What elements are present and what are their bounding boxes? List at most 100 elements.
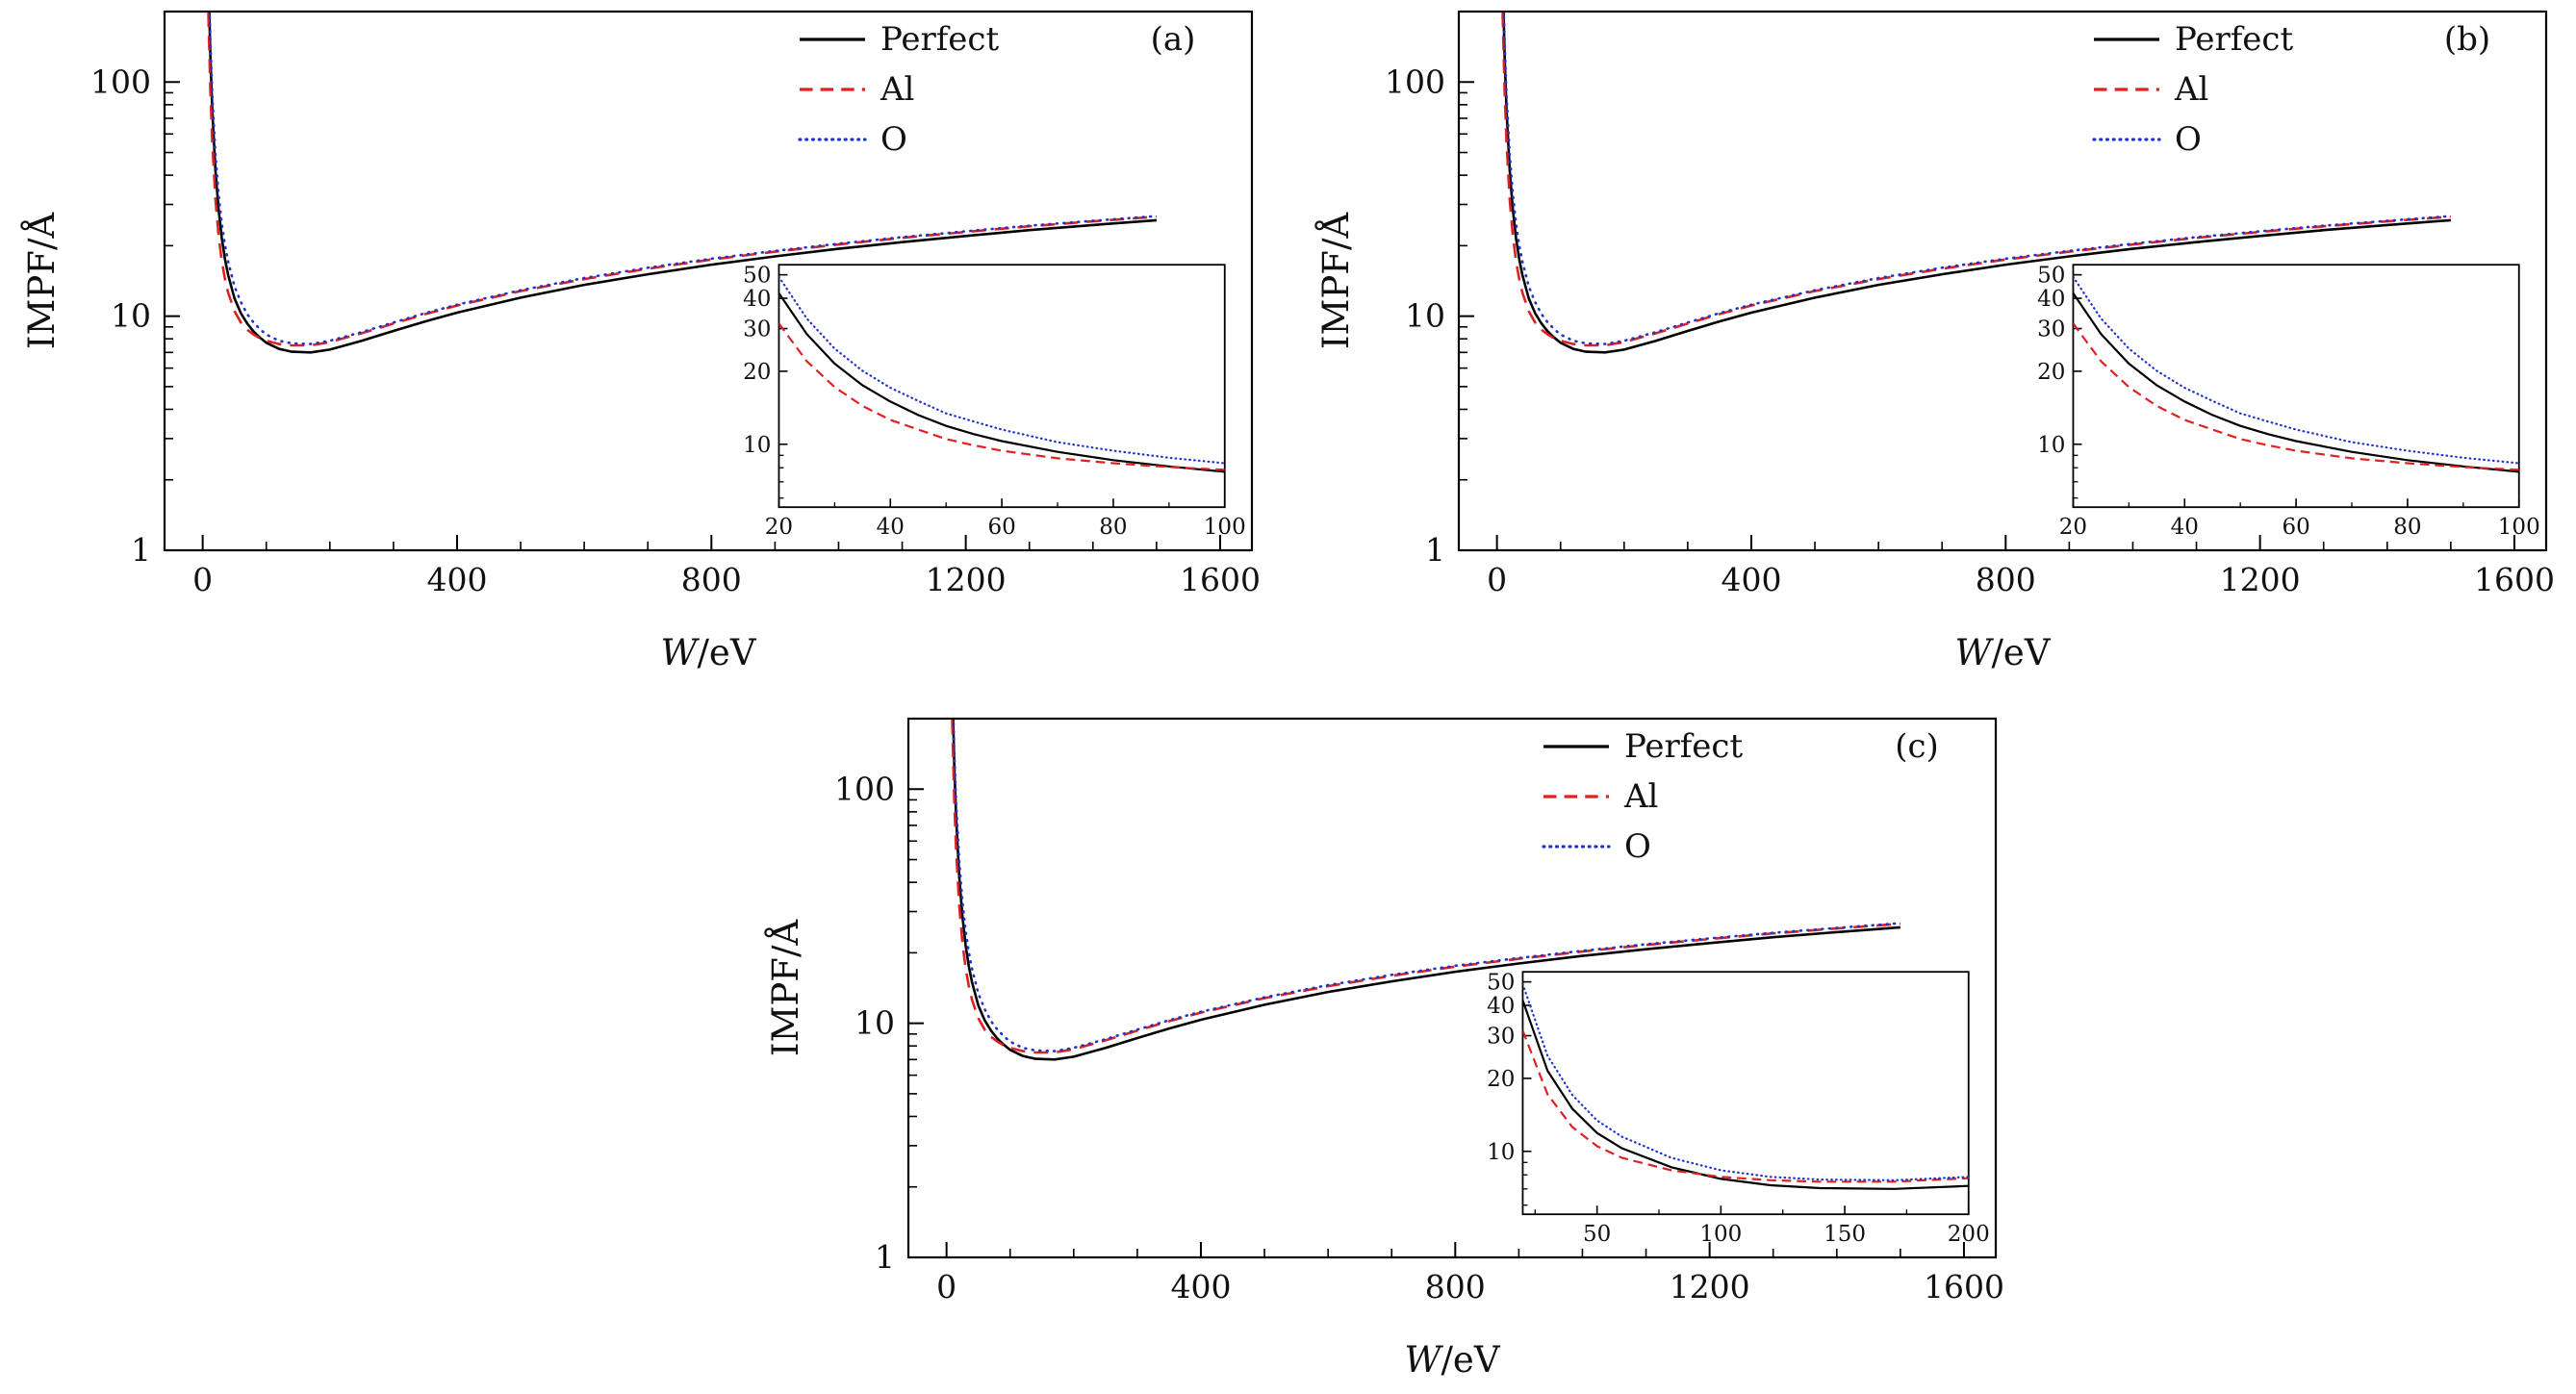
legend-label-perfect: Perfect: [1624, 727, 1743, 766]
inset-y-tick-label: 20: [743, 360, 771, 385]
inset-curve-perfect: [778, 292, 1225, 473]
inset-curve-al: [2073, 322, 2519, 471]
plot-frame: [163, 10, 1254, 552]
inset-curve-o: [778, 275, 1225, 465]
x-tick-label: 1200: [2220, 561, 2301, 598]
curve-o: [1502, 12, 2453, 345]
panel-label: (c): [1895, 727, 1939, 766]
chart-panel-c: 0 400 800 1200 1600 1 10 100 W/eV IMPF/Å Perfect Al…: [750, 707, 2020, 1385]
inset-y-tick-label: 50: [2037, 264, 2065, 289]
inset-y-tick-label: 40: [1487, 994, 1515, 1019]
inset-x-tick-label: 80: [2393, 515, 2421, 540]
inset-x-tick-label: 20: [2059, 515, 2087, 540]
legend-label-al: Al: [1623, 777, 1658, 816]
legend-label-o: O: [2175, 120, 2202, 159]
curve-perfect: [1502, 12, 2451, 354]
inset-curve-al: [778, 322, 1225, 471]
curve-perfect: [951, 719, 1900, 1061]
x-tick-label: 800: [1424, 1268, 1485, 1305]
inset-y-tick-label: 20: [1487, 1067, 1515, 1092]
plot-frame: [906, 717, 1997, 1259]
inset-y-tick-label: 10: [2037, 433, 2065, 458]
inset-y-tick-label: 30: [1487, 1025, 1515, 1050]
inset-x-tick-label: 200: [1947, 1222, 1989, 1247]
x-tick-label: 400: [1170, 1268, 1231, 1305]
inset-y-tick-label: 50: [743, 264, 771, 289]
x-tick-label: 1600: [1180, 561, 1261, 598]
inset-curve-perfect: [1521, 1000, 1969, 1190]
top-row: 0 400 800 1200 1600 1 10 100 W/eV IMPF/Å Perfect Al…: [0, 0, 2576, 678]
y-axis-label: IMPF/Å: [764, 919, 806, 1057]
inset-x-tick-label: 150: [1824, 1222, 1866, 1247]
inset-background: [2073, 265, 2519, 508]
y-tick-label: 10: [111, 297, 151, 335]
y-tick-label: 100: [90, 63, 151, 100]
inset-x-tick-label: 20: [765, 515, 793, 540]
bottom-row: 0 400 800 1200 1600 1 10 100 W/eV IMPF/Å Perfect Al…: [96, 707, 2576, 1385]
x-axis-label: W/eV: [1954, 632, 2051, 673]
inset-y-tick-label: 30: [2037, 317, 2065, 342]
curve-o: [952, 719, 1901, 1052]
x-tick-label: 800: [681, 561, 742, 598]
y-tick-label: 100: [834, 770, 895, 807]
inset-y-tick-label: 20: [2037, 360, 2065, 385]
chart-panel-b: 0 400 800 1200 1600 1 10 100 W/eV IMPF/Å Perfect Al…: [1300, 0, 2570, 678]
x-tick-label: 400: [1721, 561, 1781, 598]
inset-x-tick-label: 40: [2171, 515, 2199, 540]
x-axis-label: W/eV: [1404, 1339, 1500, 1381]
x-tick-label: 0: [192, 561, 213, 598]
legend-label-al: Al: [880, 70, 914, 109]
inset-curve-o: [1521, 982, 1969, 1181]
curve-perfect: [208, 12, 1157, 354]
x-tick-label: 0: [1487, 561, 1507, 598]
curve-o: [208, 12, 1159, 345]
x-tick-label: 1600: [2474, 561, 2555, 598]
legend-label-o: O: [880, 120, 907, 159]
x-tick-label: 1200: [1669, 1268, 1749, 1305]
y-tick-label: 100: [1385, 63, 1445, 100]
inset-x-tick-label: 100: [1204, 515, 1246, 540]
chart-panel-a: 0 400 800 1200 1600 1 10 100 W/eV IMPF/Å Perfect Al…: [6, 0, 1276, 678]
chart-(b): 0 400 800 1200 1600 1 10 100 W/eV IMPF/Å Perfect Al…: [1314, 10, 2555, 673]
x-axis-label: W/eV: [660, 632, 756, 673]
legend-label-al: Al: [2174, 70, 2208, 109]
inset-x-tick-label: 60: [2282, 515, 2309, 540]
inset-y-tick-label: 50: [1487, 971, 1515, 996]
y-tick-label: 1: [131, 531, 151, 569]
inset-curve-perfect: [2073, 292, 2519, 473]
inset-x-tick-label: 80: [1099, 515, 1127, 540]
y-axis-label: IMPF/Å: [1314, 212, 1357, 350]
x-tick-label: 400: [426, 561, 487, 598]
legend-label-perfect: Perfect: [880, 20, 999, 59]
inset-x-tick-label: 50: [1583, 1222, 1611, 1247]
chart-(a): 0 400 800 1200 1600 1 10 100 W/eV IMPF/Å Perfect Al…: [20, 10, 1261, 673]
inset-x-tick-label: 40: [877, 515, 905, 540]
inset-y-tick-label: 30: [743, 317, 771, 342]
inset-y-tick-label: 40: [2037, 287, 2065, 312]
y-tick-label: 10: [854, 1004, 895, 1042]
inset-curve-al: [1521, 1029, 1969, 1183]
inset-y-tick-label: 10: [1487, 1140, 1515, 1165]
x-tick-label: 0: [936, 1268, 956, 1305]
legend-label-o: O: [1624, 827, 1651, 866]
inset-curve-o: [2073, 275, 2519, 465]
legend-label-perfect: Perfect: [2175, 20, 2293, 59]
plot-frame: [1457, 10, 2548, 552]
x-tick-label: 1600: [1923, 1268, 2003, 1305]
x-tick-label: 1200: [926, 561, 1007, 598]
inset-x-tick-label: 100: [2498, 515, 2540, 540]
x-tick-label: 800: [1976, 561, 2036, 598]
chart-(c): 0 400 800 1200 1600 1 10 100 W/eV IMPF/Å Perfect Al…: [764, 717, 2003, 1381]
inset-y-tick-label: 40: [743, 287, 771, 312]
y-axis-label: IMPF/Å: [20, 212, 63, 350]
inset-x-tick-label: 100: [1699, 1222, 1742, 1247]
inset-background: [778, 265, 1225, 508]
y-tick-label: 10: [1405, 297, 1445, 335]
inset-frame: [1521, 971, 1970, 1216]
inset-y-tick-label: 10: [743, 433, 771, 458]
inset-background: [1521, 972, 1969, 1215]
y-tick-label: 1: [875, 1238, 895, 1276]
y-tick-label: 1: [1425, 531, 1445, 569]
panel-label: (a): [1151, 20, 1196, 59]
